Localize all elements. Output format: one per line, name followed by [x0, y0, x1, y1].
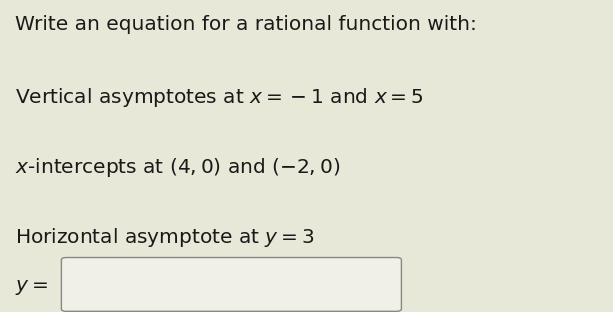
Text: $x$-intercepts at $(4, 0)$ and $(-2, 0)$: $x$-intercepts at $(4, 0)$ and $(-2, 0)$ [15, 156, 340, 179]
FancyBboxPatch shape [61, 257, 402, 311]
Text: Vertical asymptotes at $x = -1$ and $x = 5$: Vertical asymptotes at $x = -1$ and $x =… [15, 86, 424, 109]
Text: Write an equation for a rational function with:: Write an equation for a rational functio… [15, 15, 477, 34]
Text: Horizontal asymptote at $y = 3$: Horizontal asymptote at $y = 3$ [15, 226, 314, 249]
Text: $y =$: $y =$ [15, 278, 48, 297]
